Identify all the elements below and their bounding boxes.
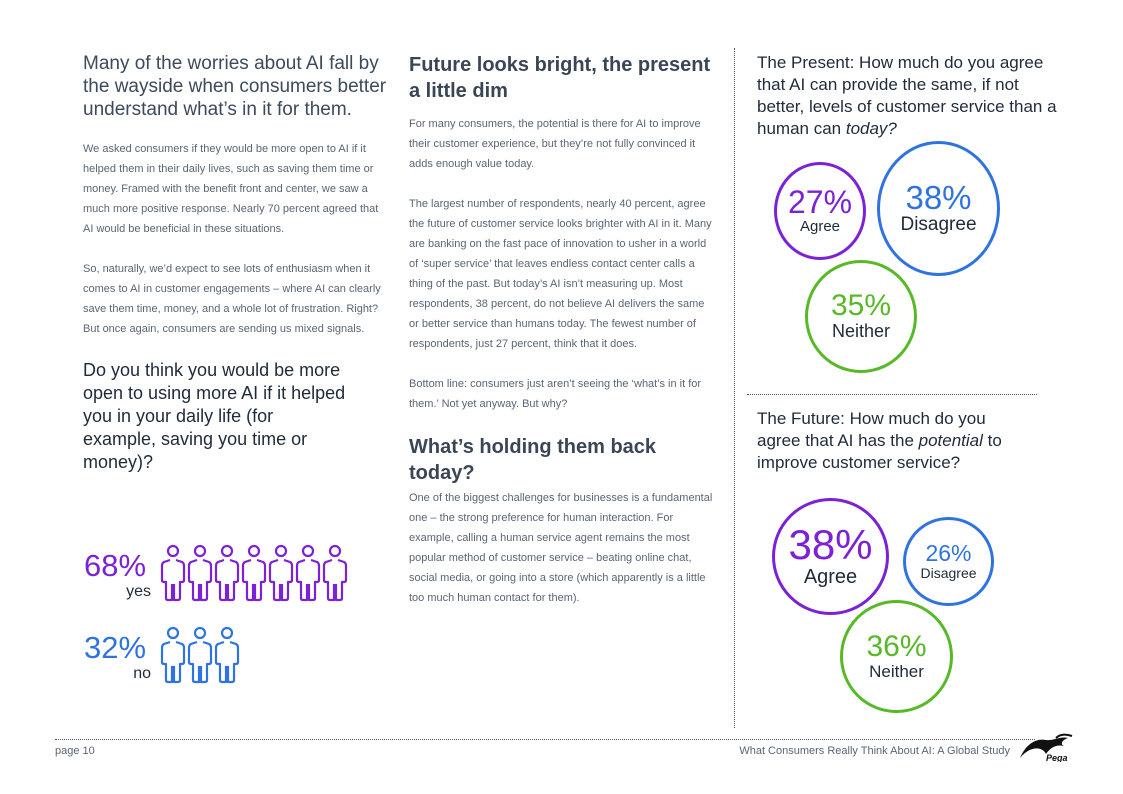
future-agree-percent: 38% — [788, 521, 873, 568]
present-neither-bubble: 35% Neither — [805, 260, 917, 373]
present-section: The Present: How much do you agree that … — [757, 52, 1067, 140]
present-agree-label: Agree — [799, 218, 841, 236]
holding-back-heading: What’s holding them back today? — [409, 436, 657, 484]
no-percent: 32% — [84, 630, 147, 665]
person-icon — [214, 626, 240, 684]
person-icon — [322, 544, 348, 602]
no-label: no — [133, 665, 151, 682]
person-icon — [160, 544, 186, 602]
present-neither-percent: 35% — [830, 289, 892, 323]
middle-column: Future looks bright, the present a littl… — [409, 52, 714, 628]
future-neither-percent: 36% — [866, 629, 927, 663]
paragraph-2: So, naturally, we’d expect to see lots o… — [83, 263, 381, 335]
person-icon — [214, 544, 240, 602]
person-icon — [187, 626, 213, 684]
paragraph-6: One of the biggest challenges for busine… — [409, 492, 713, 604]
future-bright-heading: Future looks bright, the present a littl… — [409, 54, 711, 102]
daily-life-question: Do you think you would be more open to u… — [83, 360, 346, 472]
future-question: The Future: How much do you agree that A… — [757, 409, 1002, 472]
present-agree-bubble: 27% Agree — [774, 162, 866, 260]
future-disagree-percent: 26% — [925, 539, 972, 566]
future-agree-label: Agree — [803, 566, 858, 588]
future-agree-bubble: 38% Agree — [772, 498, 889, 615]
present-neither-label: Neither — [831, 321, 891, 342]
pega-logo-text: Pega — [1046, 753, 1068, 762]
person-icon — [295, 544, 321, 602]
paragraph-4: The largest number of respondents, nearl… — [409, 198, 712, 350]
column-divider — [734, 48, 735, 728]
section-divider — [747, 394, 1037, 395]
paragraph-1: We asked consumers if they would be more… — [83, 143, 379, 235]
present-disagree-bubble: 38% Disagree — [877, 141, 1000, 276]
yes-label: yes — [126, 583, 151, 600]
yes-percent: 68% — [84, 548, 147, 583]
present-disagree-label: Disagree — [900, 214, 977, 236]
present-agree-percent: 27% — [787, 184, 853, 221]
paragraph-3: For many consumers, the potential is the… — [409, 118, 701, 170]
future-disagree-bubble: 26% Disagree — [903, 517, 994, 606]
left-column: Many of the worries about AI fall by the… — [83, 52, 388, 474]
paragraph-5: Bottom line: consumers just aren’t seein… — [409, 378, 702, 410]
page-number: page 10 — [55, 745, 95, 757]
future-disagree-label: Disagree — [920, 564, 977, 581]
future-section: The Future: How much do you agree that A… — [757, 408, 1067, 474]
present-question: The Present: How much do you agree that … — [757, 53, 1057, 138]
person-icon — [160, 626, 186, 684]
yes-people-icons — [160, 544, 348, 602]
future-neither-label: Neither — [869, 661, 924, 681]
person-icon — [187, 544, 213, 602]
person-icon — [241, 544, 267, 602]
present-disagree-percent: 38% — [905, 179, 972, 217]
no-stat: 32% no — [84, 631, 151, 683]
future-neither-bubble: 36% Neither — [840, 600, 953, 713]
footer-divider — [55, 739, 1035, 740]
person-icon — [268, 544, 294, 602]
lead-text: Many of the worries about AI fall by the… — [83, 53, 387, 120]
pega-logo: Pega — [1016, 732, 1076, 767]
footer-title: What Consumers Really Think About AI: A … — [739, 745, 1010, 757]
yes-stat: 68% yes — [84, 549, 151, 601]
no-people-icons — [160, 626, 240, 684]
